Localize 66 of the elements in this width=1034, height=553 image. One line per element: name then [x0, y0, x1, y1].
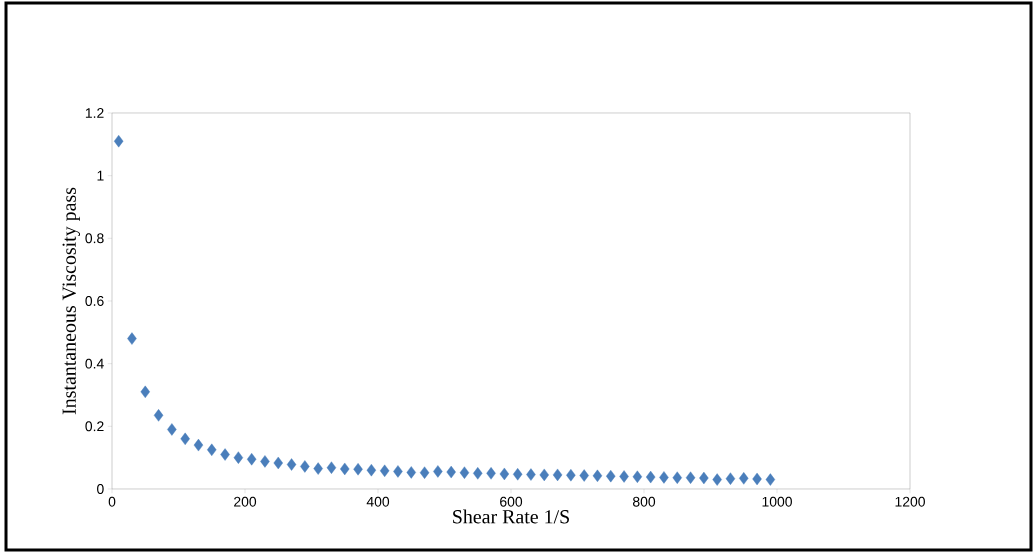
- point: [406, 466, 416, 479]
- point: [712, 473, 722, 486]
- point: [606, 469, 616, 483]
- point: [353, 463, 363, 476]
- point: [393, 465, 403, 478]
- point: [153, 409, 164, 422]
- point: [512, 468, 523, 481]
- point: [486, 467, 496, 480]
- point: [685, 471, 696, 484]
- point: [526, 468, 536, 481]
- x-tick-label: 600: [500, 496, 523, 507]
- point: [193, 438, 204, 452]
- point: [632, 470, 643, 483]
- point: [273, 456, 283, 470]
- x-axis-title: Shear Rate 1/S: [453, 509, 569, 524]
- point: [579, 469, 589, 482]
- y-tick-label: 0.8: [85, 233, 104, 244]
- point: [127, 332, 137, 345]
- point: [433, 465, 443, 478]
- point: [499, 467, 510, 481]
- x-tick-label: 1000: [762, 496, 792, 507]
- point: [552, 468, 563, 482]
- point: [286, 458, 297, 471]
- y-tick-label: 1.2: [85, 108, 104, 118]
- point: [326, 461, 337, 474]
- point: [752, 472, 762, 486]
- point: [113, 134, 124, 148]
- x-tick-label: 400: [366, 496, 390, 507]
- point: [246, 453, 257, 466]
- point: [260, 455, 270, 468]
- point: [459, 466, 470, 479]
- point: [419, 466, 430, 479]
- y-tick-label: 0.2: [85, 421, 104, 432]
- point: [233, 451, 244, 464]
- point: [207, 443, 217, 457]
- point: [220, 448, 230, 461]
- point: [539, 468, 549, 482]
- point: [340, 462, 350, 476]
- y-axis-title: Instantaneous Viscosity pass: [62, 187, 81, 415]
- point: [180, 432, 190, 446]
- point: [645, 470, 656, 484]
- point: [300, 460, 310, 473]
- point: [313, 462, 323, 475]
- point: [619, 470, 629, 483]
- y-tick-label: 0.4: [85, 358, 104, 369]
- point: [725, 472, 736, 485]
- point: [659, 471, 669, 484]
- x-tick-label: 800: [632, 496, 656, 507]
- point: [699, 471, 709, 485]
- point: [473, 467, 483, 480]
- point: [446, 465, 456, 479]
- y-tick-label: 0.6: [85, 296, 104, 306]
- point: [765, 473, 776, 486]
- point: [379, 464, 390, 478]
- y-tick-label: 0: [97, 484, 104, 494]
- point: [366, 463, 377, 477]
- point: [140, 385, 150, 399]
- point: [672, 471, 682, 484]
- point: [739, 472, 749, 485]
- x-tick-label: 0: [108, 496, 116, 507]
- point: [592, 469, 603, 483]
- x-tick-label: 200: [234, 496, 257, 507]
- y-tick-label: 1: [97, 170, 104, 181]
- x-tick-label: 1200: [895, 496, 925, 507]
- point: [167, 423, 177, 436]
- point: [566, 469, 576, 482]
